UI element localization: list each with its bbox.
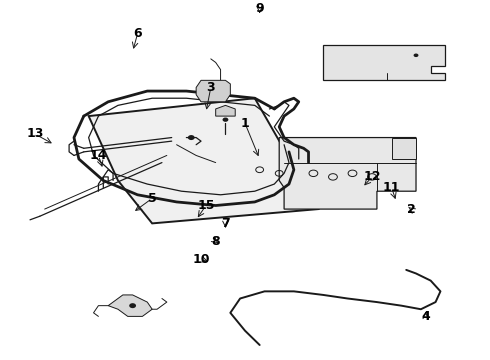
- Circle shape: [188, 135, 195, 140]
- Text: 3: 3: [206, 81, 215, 94]
- Text: 1: 1: [241, 117, 249, 130]
- Polygon shape: [196, 80, 230, 102]
- Circle shape: [414, 54, 418, 57]
- Polygon shape: [216, 105, 235, 116]
- Text: 5: 5: [148, 192, 156, 205]
- Text: 6: 6: [133, 27, 142, 40]
- Polygon shape: [89, 98, 318, 224]
- Text: 13: 13: [26, 127, 44, 140]
- Polygon shape: [108, 295, 152, 316]
- Text: 10: 10: [192, 253, 210, 266]
- Text: 9: 9: [255, 2, 264, 15]
- Polygon shape: [323, 45, 445, 80]
- Circle shape: [129, 303, 136, 308]
- Circle shape: [222, 117, 228, 122]
- Text: 14: 14: [90, 149, 107, 162]
- Text: 12: 12: [363, 170, 381, 183]
- Text: 7: 7: [221, 217, 230, 230]
- Text: 11: 11: [383, 181, 400, 194]
- Polygon shape: [392, 138, 416, 159]
- Text: 2: 2: [407, 203, 416, 216]
- Polygon shape: [279, 138, 416, 209]
- Text: 8: 8: [211, 235, 220, 248]
- Text: 4: 4: [421, 310, 430, 323]
- Text: 15: 15: [197, 199, 215, 212]
